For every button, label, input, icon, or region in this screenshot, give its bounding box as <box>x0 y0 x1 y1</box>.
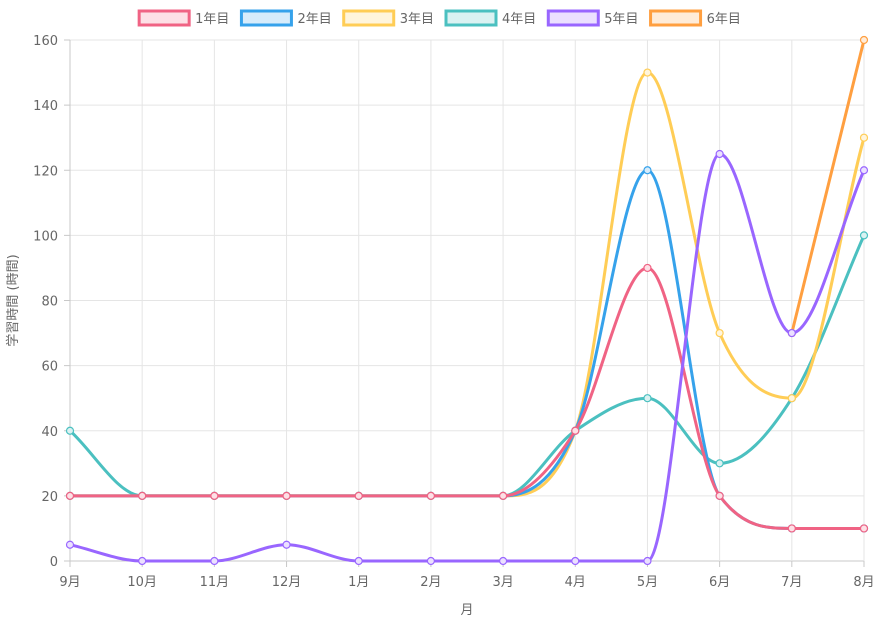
x-tick-label: 1月 <box>348 575 369 590</box>
data-point[interactable] <box>859 231 869 240</box>
legend-label: 1年目 <box>195 12 229 27</box>
legend-item-3[interactable]: 3年目 <box>342 9 434 27</box>
data-point[interactable] <box>787 394 796 403</box>
data-point[interactable] <box>354 491 363 500</box>
y-tick-label: 140 <box>33 99 58 114</box>
x-tick-label: 6月 <box>709 575 730 590</box>
series-line <box>790 38 866 335</box>
y-axis-title: 学習時間 (時間) <box>5 254 21 346</box>
legend-label: 3年目 <box>400 12 434 27</box>
x-tick-label: 9月 <box>59 575 80 590</box>
series-line <box>68 168 866 530</box>
data-point[interactable] <box>138 491 147 500</box>
data-point[interactable] <box>859 133 869 142</box>
series-1 <box>65 263 869 533</box>
data-point[interactable] <box>498 556 508 566</box>
legend-swatch <box>342 9 396 27</box>
data-point[interactable] <box>787 328 796 338</box>
x-tick-label: 4月 <box>565 575 586 590</box>
x-tick-label: 5月 <box>637 575 658 590</box>
legend-item-6[interactable]: 6年目 <box>649 9 741 27</box>
y-tick-label: 0 <box>50 555 58 570</box>
data-point[interactable] <box>282 540 291 549</box>
x-axis-title: 月 <box>460 603 473 618</box>
data-point[interactable] <box>571 426 580 435</box>
data-point[interactable] <box>715 328 724 338</box>
axes: 0 20 40 60 80 100 120 140 160 9月 10月 11月 12月 1月 2月 3月 4月… <box>33 34 874 590</box>
data-point[interactable] <box>643 263 652 273</box>
y-tick-label: 160 <box>33 34 58 49</box>
y-tick-label: 100 <box>33 229 58 244</box>
series-2 <box>65 166 869 533</box>
data-point[interactable] <box>643 68 652 77</box>
data-point[interactable] <box>643 394 652 403</box>
y-tick-label: 20 <box>41 490 58 505</box>
data-point[interactable] <box>210 556 219 566</box>
data-point[interactable] <box>787 524 796 533</box>
legend-swatch <box>546 9 600 27</box>
data-point[interactable] <box>498 491 508 500</box>
data-point[interactable] <box>859 524 869 533</box>
data-point[interactable] <box>859 166 869 175</box>
y-tick-label: 120 <box>33 164 58 179</box>
legend-item-1[interactable]: 1年目 <box>137 9 229 27</box>
legend-swatch <box>444 9 498 27</box>
legend-label: 2年目 <box>297 12 331 27</box>
legend[interactable]: 1年目 2年目 3年目 4年目 5年目 6年目 <box>137 9 741 27</box>
y-tick-label: 80 <box>41 295 58 310</box>
x-tick-label: 8月 <box>853 575 874 590</box>
series-6 <box>787 35 869 338</box>
y-tick-label: 60 <box>41 360 58 375</box>
data-point[interactable] <box>859 35 869 45</box>
data-point[interactable] <box>426 556 436 566</box>
x-tick-label: 7月 <box>781 575 802 590</box>
legend-swatch <box>239 9 293 27</box>
data-point[interactable] <box>65 426 75 435</box>
legend-item-2[interactable]: 2年目 <box>239 9 332 27</box>
x-tick-label: 10月 <box>127 575 157 590</box>
legend-label: 6年目 <box>707 12 741 27</box>
x-tick-label: 12月 <box>272 575 302 590</box>
data-point[interactable] <box>571 556 580 566</box>
x-tick-label: 3月 <box>492 575 513 590</box>
legend-item-5[interactable]: 5年目 <box>546 9 639 27</box>
data-point[interactable] <box>282 491 291 500</box>
gridlines <box>69 39 865 562</box>
data-point[interactable] <box>210 491 219 500</box>
series-3 <box>65 68 869 500</box>
x-tick-label: 2月 <box>420 575 441 590</box>
data-point[interactable] <box>354 556 363 566</box>
data-point[interactable] <box>715 459 724 468</box>
data-point[interactable] <box>715 491 724 500</box>
series-line <box>68 152 866 563</box>
data-point[interactable] <box>426 491 436 500</box>
series-lines <box>65 35 869 566</box>
data-point[interactable] <box>65 491 75 500</box>
series-line <box>68 71 866 498</box>
legend-item-4[interactable]: 4年目 <box>444 9 536 27</box>
legend-label: 4年目 <box>502 12 536 27</box>
data-point[interactable] <box>138 556 147 566</box>
data-point[interactable] <box>65 540 75 549</box>
y-tick-label: 40 <box>41 425 58 440</box>
legend-swatch <box>137 9 191 27</box>
data-point[interactable] <box>643 556 652 566</box>
data-point[interactable] <box>643 166 652 175</box>
data-point[interactable] <box>715 149 724 159</box>
legend-label: 5年目 <box>604 12 638 27</box>
legend-swatch <box>649 9 703 27</box>
series-5 <box>65 149 869 566</box>
x-tick-label: 11月 <box>200 575 230 590</box>
series-line <box>68 266 866 530</box>
